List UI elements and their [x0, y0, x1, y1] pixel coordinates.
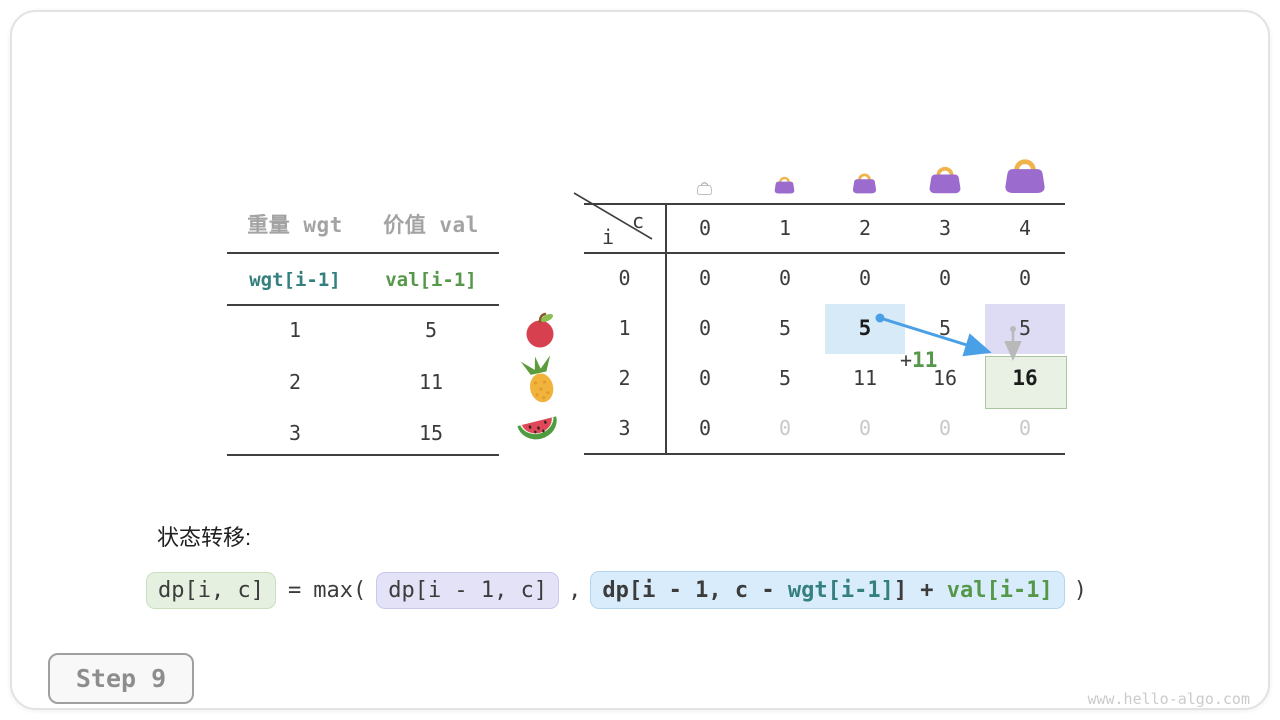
watermelon-icon — [517, 416, 557, 440]
comma: , — [568, 577, 582, 603]
dp-cell-3-4: 0 — [1018, 416, 1032, 440]
val-formula-label: val[i-1] — [385, 269, 477, 291]
divider-line — [665, 203, 667, 455]
max-open: max( — [313, 577, 367, 603]
item2-value: 11 — [418, 370, 444, 394]
dp-cell-0-2: 0 — [858, 266, 872, 290]
dp-cell-0-0: 0 — [698, 266, 712, 290]
dp-cell-3-2: 0 — [858, 416, 872, 440]
item1-weight: 1 — [288, 318, 302, 342]
dp-cell-1-4: 5 — [1018, 316, 1032, 340]
highlight-cell-current — [985, 356, 1067, 409]
dp-cell-1-1: 5 — [778, 316, 792, 340]
divider-line — [227, 304, 499, 306]
equals-sign: = — [287, 577, 302, 603]
row-header-2: 2 — [618, 366, 631, 390]
dp-cell-2-4: 16 — [1012, 366, 1038, 390]
dp-cell-3-1: 0 — [778, 416, 792, 440]
dp-cell-1-2: 5 — [858, 316, 872, 340]
formula-option-keep: dp[i - 1, c] — [376, 571, 560, 609]
col-header-3: 3 — [938, 216, 952, 240]
divider-line — [584, 252, 1065, 254]
divider-line — [227, 252, 499, 254]
dp-cell-2-2: 11 — [852, 366, 878, 390]
take-val-term: val[i-1] — [946, 578, 1053, 603]
dp-cell-1-3: 5 — [938, 316, 952, 340]
row-header-0: 0 — [618, 266, 631, 290]
item-row-3: 3 15 — [227, 408, 499, 458]
divider-line — [227, 454, 499, 456]
highlight-cell-up — [985, 304, 1065, 354]
value-column-header: 价值 val — [383, 213, 479, 237]
dp-cell-1-0: 0 — [698, 316, 712, 340]
apple-icon — [526, 312, 554, 348]
transition-formula: dp[i, c] = max( dp[i - 1, c] , dp[i - 1,… — [146, 571, 1087, 609]
watermark-url: www.hello-algo.com — [1087, 690, 1250, 708]
col-header-0: 0 — [698, 216, 712, 240]
plus-sign: + — [900, 348, 913, 372]
corner-item-var: i — [602, 225, 615, 249]
dp-cell-0-4: 0 — [1018, 266, 1032, 290]
state-transition-label: 状态转移: — [157, 525, 252, 550]
dp-cell-0-1: 0 — [778, 266, 792, 290]
wgt-formula-label: wgt[i-1] — [249, 269, 341, 291]
col-header-4: 4 — [1018, 216, 1032, 240]
col-header-2: 2 — [858, 216, 872, 240]
bag-capacity-0-icon — [696, 182, 713, 195]
items-table-subheader-row: wgt[i-1] val[i-1] — [227, 255, 499, 305]
dp-cell-2-3: 16 — [932, 366, 958, 390]
weight-column-header: 重量 wgt — [247, 213, 343, 237]
pineapple-icon — [520, 355, 554, 403]
item-row-1: 1 5 — [227, 305, 499, 355]
dp-cell-2-0: 0 — [698, 366, 712, 390]
item2-weight: 2 — [288, 370, 302, 394]
dp-table-cells: 0 0 0 0 0 0 5 5 5 5 0 5 11 16 16 0 0 0 0… — [665, 253, 1065, 453]
formula-lhs: dp[i, c] — [146, 571, 276, 609]
add-value-annotation: + 11 — [900, 348, 937, 372]
dp-cell-0-3: 0 — [938, 266, 952, 290]
dp-cell-2-1: 5 — [778, 366, 792, 390]
dp-cell-3-0: 0 — [698, 416, 712, 440]
bag-capacity-4-icon — [1005, 159, 1045, 194]
item-row-2: 2 11 — [227, 357, 499, 407]
corner-capacity-var: c — [632, 209, 645, 233]
formula-option-take: dp[i - 1, c - wgt[i-1]] + val[i-1] — [590, 571, 1065, 609]
figure-card: 重量 wgt 价值 val wgt[i-1] val[i-1] 1 5 2 11… — [10, 10, 1270, 710]
take-wgt-term: wgt[i-1] — [787, 578, 894, 603]
row-header-1: 1 — [618, 316, 631, 340]
take-mid: ] + — [893, 578, 947, 603]
dp-row-headers: 0 1 2 3 — [584, 253, 665, 453]
close-paren: ) — [1073, 577, 1088, 603]
step-badge: Step 9 — [48, 653, 194, 704]
bag-capacity-1-icon — [774, 176, 795, 194]
col-header-1: 1 — [778, 216, 792, 240]
row-header-3: 3 — [618, 416, 631, 440]
items-table-header-row: 重量 wgt 价值 val — [227, 199, 499, 249]
item1-value: 5 — [424, 318, 438, 342]
added-value: 11 — [912, 348, 938, 372]
divider-line — [584, 203, 1065, 205]
divider-line — [584, 453, 1065, 455]
item3-weight: 3 — [288, 421, 302, 445]
dp-cell-3-3: 0 — [938, 416, 952, 440]
dp-column-headers: 0 1 2 3 4 — [665, 204, 1065, 252]
bag-capacity-3-icon — [929, 166, 961, 194]
item3-value: 15 — [418, 421, 444, 445]
bag-capacity-2-icon — [852, 173, 877, 194]
take-prefix: dp[i - 1, c - — [602, 578, 788, 603]
